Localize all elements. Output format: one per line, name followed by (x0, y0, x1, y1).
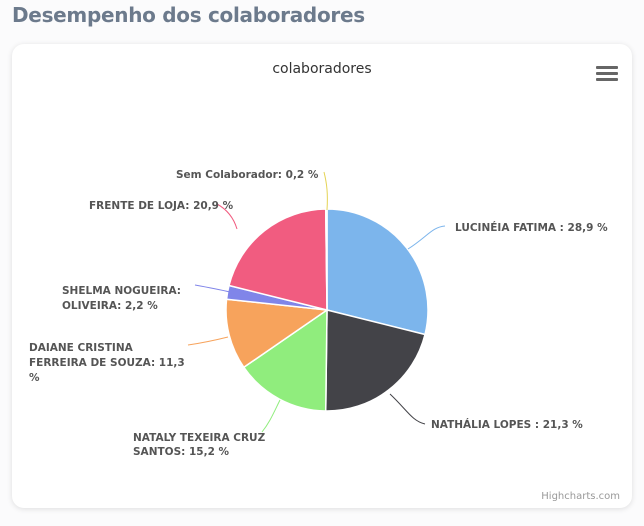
data-label-daiane-line2: FERREIRA DE SOUZA: 11,3 (29, 357, 185, 369)
data-label-lucineia: LUCINÉIA FATIMA : 28,9 % (455, 221, 608, 234)
pie-slice[interactable] (228, 208, 328, 311)
data-label-daiane-line1: DAIANE CRISTINA (29, 342, 134, 354)
data-label-nataly-line2: SANTOS: 15,2 % (133, 446, 230, 458)
pie-slice[interactable] (225, 298, 328, 369)
hamburger-menu-icon[interactable] (596, 66, 618, 82)
data-label-shelma-line1: SHELMA NOGUEIRA: (62, 285, 181, 297)
pie-slice[interactable] (243, 309, 328, 412)
data-label-daiane-line3: % (29, 372, 40, 384)
chart-card: colaboradores LUCINÉIA FATIMA : 28,9 % N… (12, 44, 632, 508)
data-labels: LUCINÉIA FATIMA : 28,9 % NATHÁLIA LOPES … (29, 169, 608, 458)
data-label-sem-colaborador: Sem Colaborador: 0,2 % (176, 169, 319, 181)
page-title: Desempenho dos colaboradores (12, 3, 365, 27)
pie-slice[interactable] (326, 208, 429, 336)
pie-chart: LUCINÉIA FATIMA : 28,9 % NATHÁLIA LOPES … (29, 169, 608, 458)
pie-slice[interactable] (324, 309, 426, 412)
highcharts-credits-link[interactable]: Highcharts.com (541, 491, 620, 502)
data-label-connectors (187, 171, 446, 433)
pie-slices (225, 208, 429, 412)
data-label-shelma-line2: OLIVEIRA: 2,2 % (62, 300, 158, 312)
chart-title: colaboradores (272, 61, 372, 77)
data-label-nathalia: NATHÁLIA LOPES : 21,3 % (431, 418, 583, 431)
data-label-nataly-line1: NATALY TEXEIRA CRUZ (133, 432, 266, 444)
data-label-frente: FRENTE DE LOJA: 20,9 % (89, 200, 234, 212)
